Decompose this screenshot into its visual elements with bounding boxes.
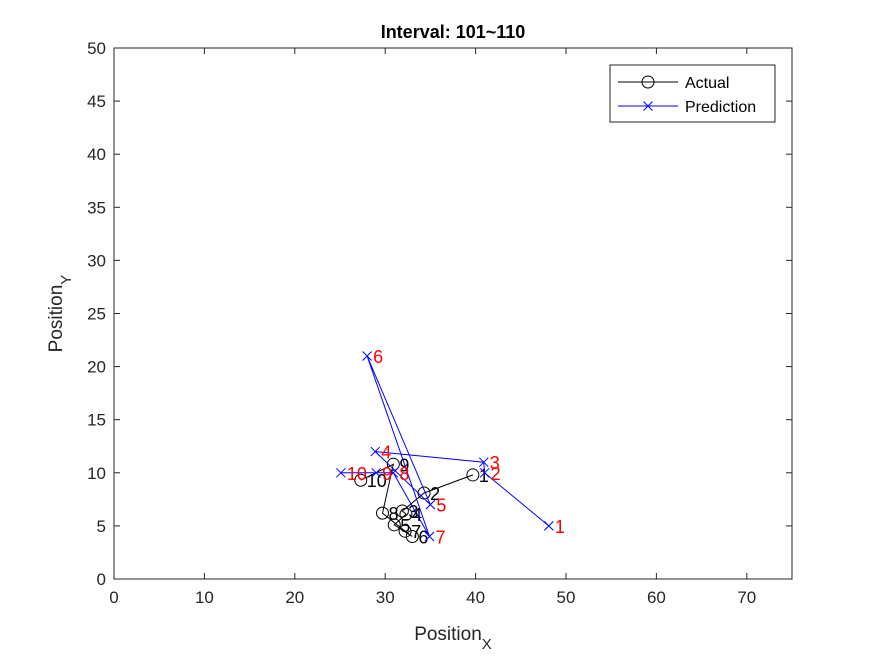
y-tick-label: 10 (87, 464, 106, 483)
y-tick-label: 35 (87, 198, 106, 217)
point-label-actual: 2 (430, 484, 440, 504)
point-label-prediction: 7 (435, 528, 445, 548)
legend-entry-actual: Actual (685, 75, 729, 92)
x-tick-label: 20 (285, 588, 304, 607)
point-marker-actual (386, 457, 400, 471)
point-label-prediction: 5 (436, 496, 446, 516)
y-tick-label: 25 (87, 305, 106, 324)
y-tick-label: 0 (97, 570, 106, 589)
point-marker-actual (399, 507, 413, 521)
x-tick-label: 30 (376, 588, 395, 607)
point-label-actual: 5 (400, 516, 410, 536)
point-marker-actual (466, 468, 480, 482)
point-label-actual: 10 (367, 471, 387, 491)
point-marker-prediction (336, 467, 346, 478)
y-tick-label: 20 (87, 358, 106, 377)
point-marker-prediction (362, 351, 372, 361)
x-axis-title-subscript: X (482, 636, 492, 653)
point-marker-prediction (478, 457, 489, 468)
x-tick-label: 50 (557, 588, 576, 607)
legend: Actual Prediction (609, 64, 776, 123)
x-tick-label: 60 (647, 588, 666, 607)
point-marker-prediction (371, 467, 382, 478)
x-axis-title: PositionX (414, 624, 492, 653)
point-label-prediction: 6 (373, 347, 383, 367)
legend-prediction-marker (643, 101, 653, 111)
y-axis-title-main: Position (46, 285, 67, 353)
point-marker-prediction (370, 446, 381, 457)
point-label-prediction: 1 (555, 517, 565, 537)
point-label-prediction: 10 (347, 464, 367, 484)
plot-area (114, 48, 792, 579)
series-line-actual (360, 463, 474, 537)
y-axis-title: PositionY (46, 275, 75, 353)
y-tick-label: 50 (87, 39, 106, 58)
x-tick-label: 0 (109, 588, 118, 607)
series-line-prediction (340, 355, 550, 537)
y-tick-label: 15 (87, 411, 106, 430)
point-label-prediction: 9 (382, 464, 392, 484)
point-label-prediction: 2 (491, 464, 501, 484)
legend-actual-marker (641, 75, 655, 89)
point-label-prediction: 3 (490, 453, 500, 473)
point-label-actual: 8 (388, 504, 398, 524)
y-axis-title-subscript: Y (58, 275, 75, 285)
point-label-actual: 3 (408, 502, 418, 522)
point-label-actual: 9 (399, 455, 409, 475)
point-marker-prediction (479, 467, 490, 478)
x-axis-title-main: Position (414, 624, 482, 645)
point-marker-prediction (543, 521, 554, 531)
y-tick-label: 45 (87, 92, 106, 111)
point-marker-actual (375, 506, 389, 520)
x-tick-label: 70 (737, 588, 756, 607)
y-tick-label: 40 (87, 145, 106, 164)
point-label-actual: 6 (418, 528, 428, 548)
legend-box (609, 64, 776, 123)
chart-title: Interval: 101~110 (381, 22, 526, 42)
point-marker-actual (387, 518, 401, 532)
y-tick-label: 5 (97, 517, 106, 536)
x-tick-label: 10 (195, 588, 214, 607)
legend-entry-prediction: Prediction (685, 99, 756, 116)
point-marker-actual (398, 524, 412, 538)
point-label-prediction: 4 (381, 443, 391, 463)
point-marker-prediction (424, 531, 435, 542)
y-tick-label: 30 (87, 251, 106, 270)
point-marker-prediction (425, 499, 436, 510)
point-label-actual: 1 (479, 466, 489, 486)
x-tick-label: 40 (466, 588, 485, 607)
point-marker-prediction (388, 467, 399, 478)
point-marker-actual (354, 473, 368, 487)
point-label-prediction: 8 (399, 464, 409, 484)
point-label-actual: 7 (411, 522, 421, 542)
point-marker-actual (405, 530, 419, 544)
point-marker-actual (395, 504, 409, 518)
